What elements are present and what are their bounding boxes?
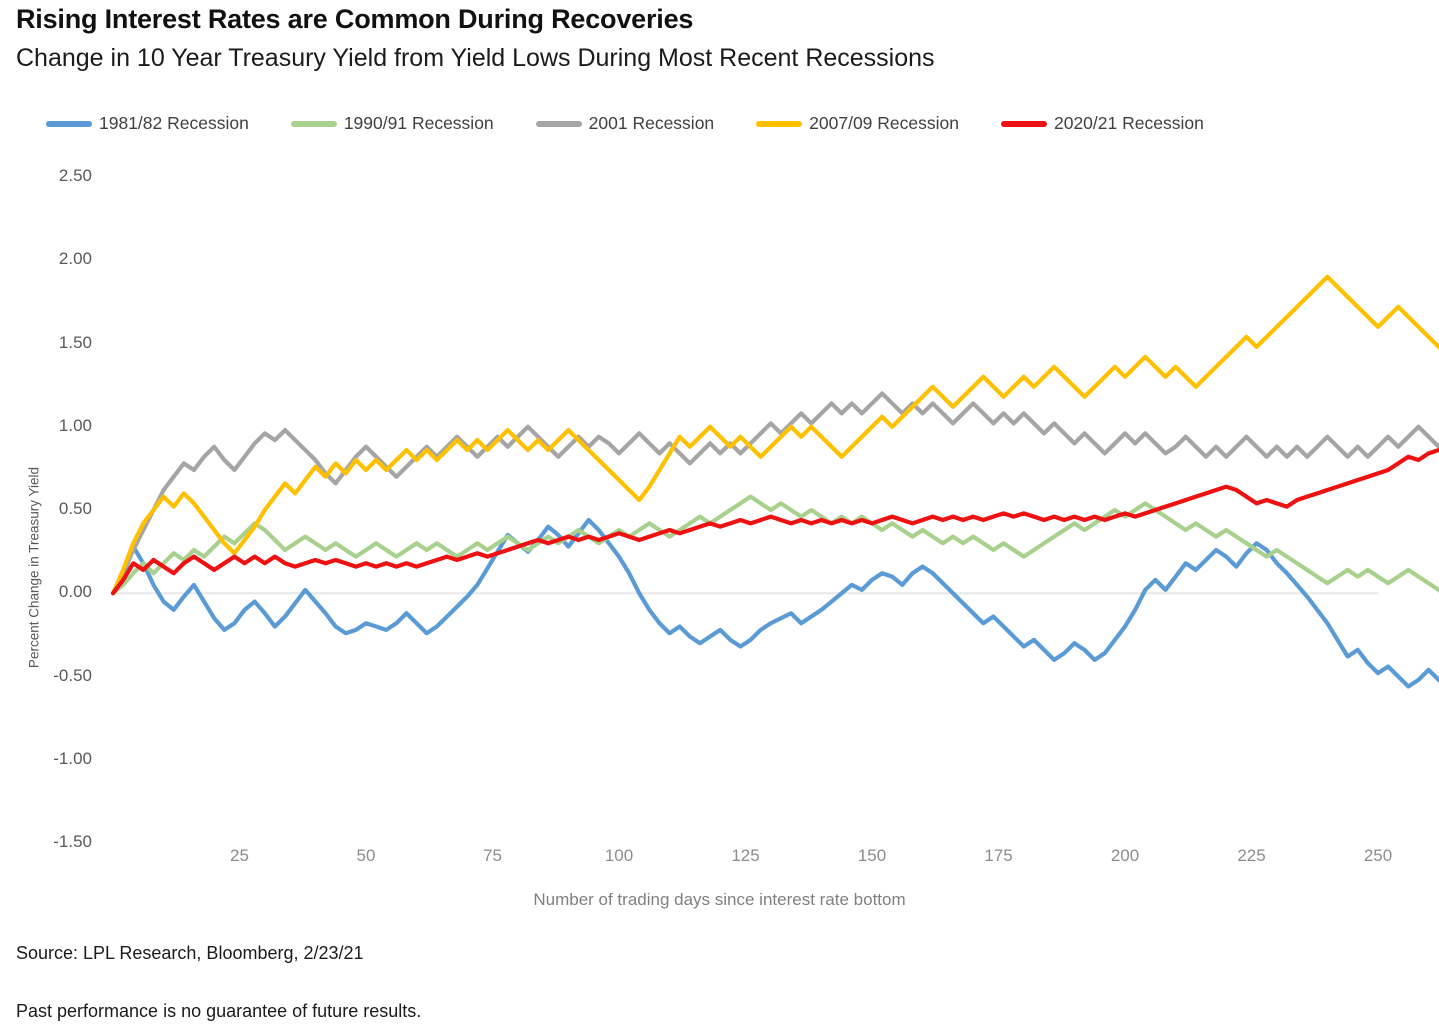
legend-label: 2020/21 Recession (1053, 113, 1204, 133)
legend-item-4[interactable]: 2020/21 Recession (1000, 113, 1204, 134)
x-tick-label: 75 (483, 846, 502, 865)
chart-legend: 1981/82 Recession 1990/91 Recession 2001 R… (46, 113, 1246, 134)
x-tick-label: 175 (984, 846, 1013, 865)
x-tick-label: 125 (731, 846, 760, 865)
legend-swatch-icon (290, 120, 337, 127)
legend-swatch-icon (46, 120, 92, 127)
legend-label: 2001 Recession (588, 113, 715, 133)
x-tick-label: 250 (1363, 846, 1393, 865)
legend-label: 1981/82 Recession (99, 113, 249, 133)
legend-label: 2007/09 Recession (809, 113, 959, 133)
series-line-4 (110, 447, 1439, 596)
y-axis-title: Percent Change in Treasury Yield (26, 466, 42, 669)
x-axis-title: Number of trading days since interest ra… (533, 890, 906, 909)
legend-swatch-icon (535, 120, 582, 127)
x-tick-label: 200 (1110, 846, 1140, 865)
source-note: Source: LPL Research, Bloomberg, 2/23/21 (16, 943, 364, 963)
legend-item-1[interactable]: 1990/91 Recession (290, 113, 494, 134)
series-line-1 (110, 494, 1439, 596)
y-tick-label: -1.50 (53, 832, 92, 851)
y-tick-label: 1.00 (58, 415, 92, 435)
y-tick-label: 2.50 (58, 166, 92, 185)
disclaimer-note: Past performance is no guarantee of futu… (16, 1001, 422, 1021)
y-tick-label: 1.50 (58, 332, 92, 352)
legend-item-2[interactable]: 2001 Recession (535, 113, 715, 134)
y-tick-label: -0.50 (53, 665, 92, 685)
y-tick-label: 2.00 (58, 249, 92, 269)
series-line-0 (110, 517, 1439, 689)
page-title: Rising Interest Rates are Common During … (16, 4, 694, 34)
x-tick-label: 225 (1237, 846, 1266, 865)
series-line-2 (110, 391, 1439, 596)
y-tick-label: 0.50 (58, 499, 92, 518)
x-tick-label: 150 (857, 846, 887, 865)
x-tick-label: 25 (230, 846, 249, 865)
legend-item-0[interactable]: 1981/82 Recession (46, 113, 249, 134)
x-tick-label: 100 (604, 846, 634, 865)
page-subtitle: Change in 10 Year Treasury Yield from Yi… (16, 44, 935, 72)
legend-swatch-icon (756, 120, 803, 127)
legend-label: 1990/91 Recession (343, 113, 494, 133)
y-tick-label: 0.00 (58, 582, 92, 602)
x-tick-label: 50 (356, 846, 376, 865)
legend-swatch-icon (1000, 120, 1047, 127)
series-line-3 (110, 274, 1439, 596)
y-tick-label: -1.00 (53, 748, 92, 768)
legend-item-3[interactable]: 2007/09 Recession (756, 113, 959, 134)
